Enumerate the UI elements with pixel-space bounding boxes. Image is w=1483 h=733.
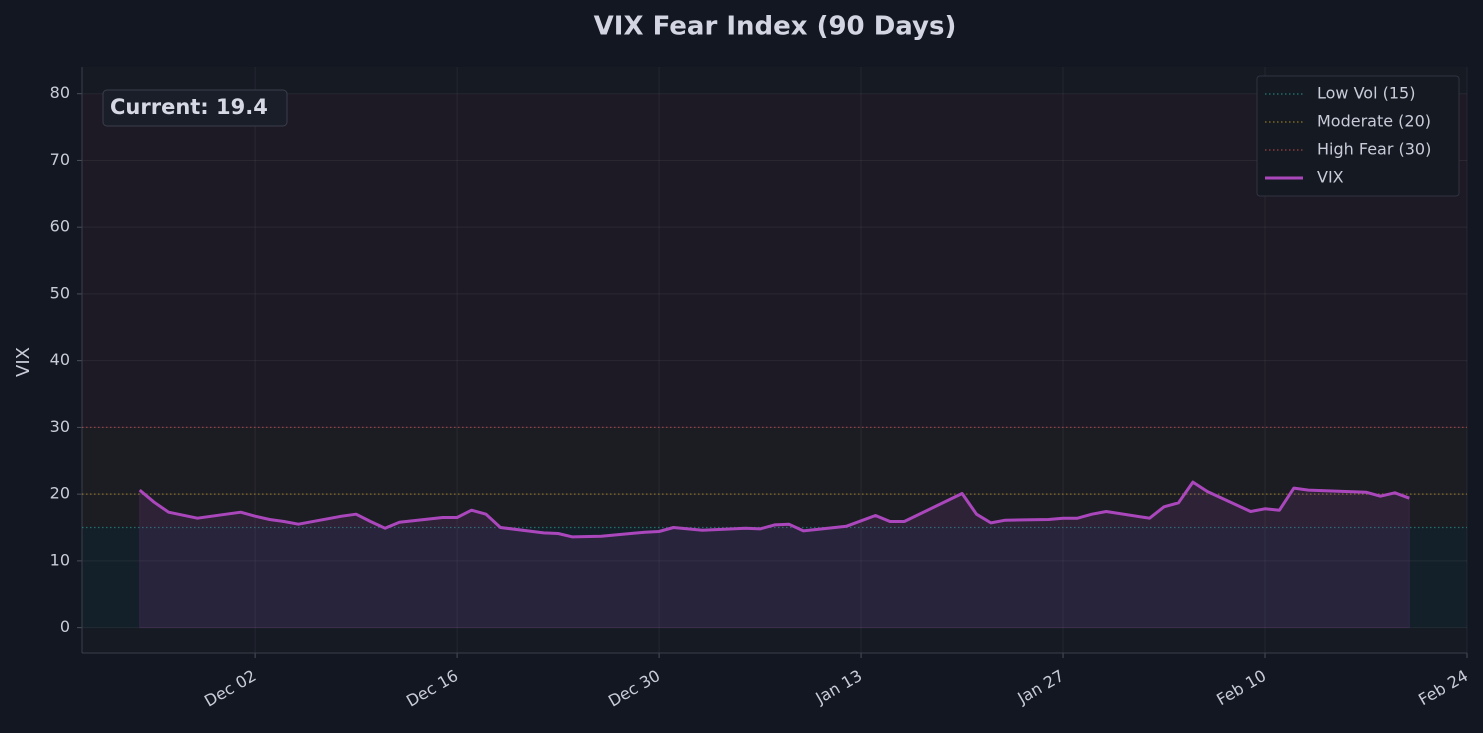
y-axis-label: VIX bbox=[13, 347, 34, 377]
y-tick-label: 50 bbox=[50, 283, 70, 302]
legend: Low Vol (15) Moderate (20) High Fear (30) V… bbox=[1256, 75, 1460, 197]
zone-band bbox=[82, 93, 1467, 428]
y-tick-label: 10 bbox=[50, 550, 70, 569]
chart-title: VIX Fear Index (90 Days) bbox=[594, 12, 957, 42]
annotation-box bbox=[102, 89, 288, 127]
y-tick-label: 30 bbox=[50, 417, 70, 436]
legend-box bbox=[1256, 75, 1460, 197]
annotation: Current: 19.4 bbox=[110, 95, 268, 119]
y-tick-label: 0 bbox=[60, 617, 70, 636]
y-tick-label: 80 bbox=[50, 83, 70, 102]
legend-label: VIX bbox=[1317, 168, 1344, 187]
y-tick-label: 60 bbox=[50, 217, 70, 236]
zone-band bbox=[82, 527, 1467, 628]
legend-label: High Fear (30) bbox=[1317, 140, 1431, 159]
y-tick-label: 70 bbox=[50, 150, 70, 169]
line bbox=[138, 480, 1410, 539]
legend-label: Low Vol (15) bbox=[1317, 84, 1415, 103]
zone-band bbox=[82, 427, 1467, 528]
y-tick-label: 20 bbox=[50, 484, 70, 503]
legend-label: Moderate (20) bbox=[1317, 112, 1431, 131]
y-tick-label: 40 bbox=[50, 350, 70, 369]
